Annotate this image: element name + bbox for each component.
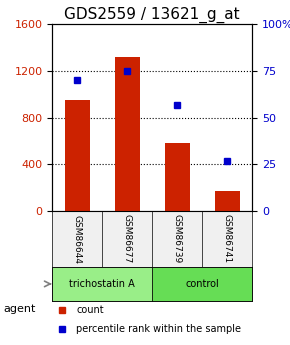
Bar <box>65 100 90 211</box>
FancyBboxPatch shape <box>152 267 252 301</box>
Text: GSM86741: GSM86741 <box>223 215 232 264</box>
Bar <box>165 143 190 211</box>
FancyBboxPatch shape <box>52 267 152 301</box>
Bar <box>215 191 240 211</box>
Title: GDS2559 / 13621_g_at: GDS2559 / 13621_g_at <box>64 7 240 23</box>
Text: count: count <box>76 305 104 315</box>
Text: trichostatin A: trichostatin A <box>69 279 135 289</box>
Text: agent: agent <box>3 304 35 314</box>
Text: GSM86739: GSM86739 <box>173 215 182 264</box>
Text: GSM86677: GSM86677 <box>123 215 132 264</box>
Text: control: control <box>185 279 219 289</box>
Bar <box>115 57 140 211</box>
Text: percentile rank within the sample: percentile rank within the sample <box>76 324 241 334</box>
Text: GSM86644: GSM86644 <box>73 215 82 264</box>
